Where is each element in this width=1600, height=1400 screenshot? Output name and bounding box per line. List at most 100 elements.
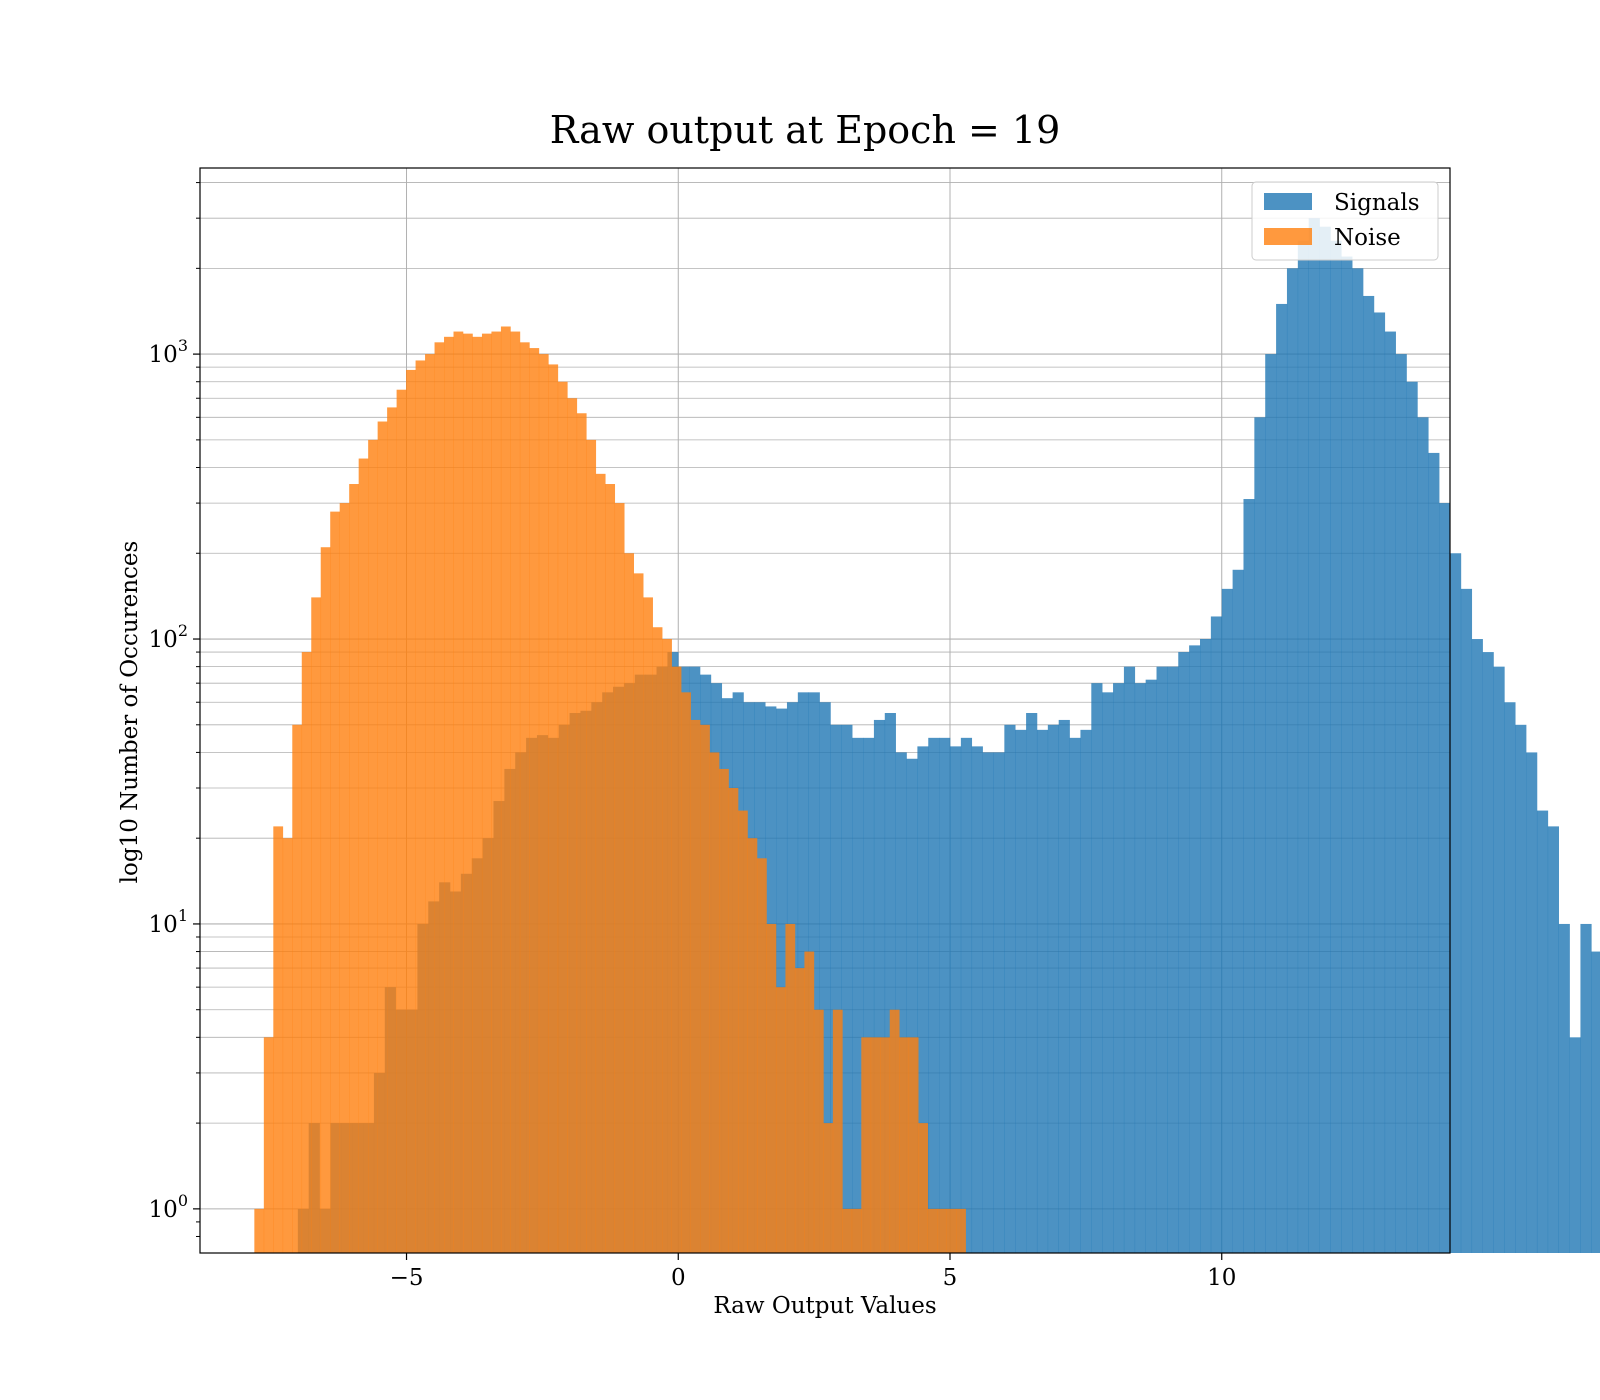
bar-signals [993,752,1005,1253]
bar-signals [960,737,973,1253]
bar-noise [643,597,653,1253]
bar-signals [1482,652,1494,1253]
bar-noise [320,547,331,1253]
bar-noise [861,1037,872,1253]
bar-signals [852,737,864,1253]
bar-noise [548,364,559,1253]
chart-title: Raw output at Epoch = 19 [550,108,1061,152]
bar-signals [928,737,940,1253]
bar-signals [1319,226,1331,1253]
legend-label-noise: Noise [1334,225,1401,251]
bar-noise [719,768,729,1253]
bar-signals [1504,702,1516,1253]
bar-noise [595,473,606,1253]
bar-noise [766,923,777,1253]
bar-noise [387,407,397,1254]
bar-noise [576,413,587,1253]
bar-signals [1406,381,1418,1253]
bar-noise [709,752,720,1253]
bar-signals [1243,499,1255,1253]
bar-signals [1156,666,1168,1253]
bar-noise [870,1037,881,1253]
bar-noise [529,348,540,1254]
bar-noise [444,336,454,1253]
bar-noise [738,810,748,1253]
bar-noise [481,333,492,1253]
bar-signals [1471,639,1483,1253]
bar-signals [1221,588,1233,1253]
bar-noise [823,1123,834,1253]
bar-signals [1113,683,1125,1253]
bar-noise [434,342,445,1253]
bar-signals [863,737,875,1253]
bar-noise [500,326,511,1253]
bar-noise [690,719,701,1253]
bar-noise [273,826,284,1253]
bar-signals [939,737,951,1253]
bar-noise [775,987,786,1253]
bar-signals [1004,724,1016,1253]
y-tick-label: 100 [149,1191,188,1223]
bar-signals [841,724,853,1253]
bar-signals [917,746,929,1253]
bar-noise [671,666,682,1253]
bar-signals [1286,268,1299,1253]
bar-signals [1036,729,1049,1253]
bar-noise [633,573,644,1253]
bar-noise [472,336,483,1253]
bar-signals [1102,692,1114,1253]
bar-signals [1200,639,1212,1253]
bar-signals [906,758,918,1253]
bar-noise [747,838,758,1253]
bar-noise [908,1037,919,1253]
x-tick-label: 10 [1207,1265,1236,1291]
legend-label-signals: Signals [1334,190,1420,216]
bar-noise [415,360,426,1254]
bar-noise [681,692,691,1253]
bar-signals [884,713,896,1253]
bar-signals [1254,417,1266,1253]
y-axis-label: log10 Number of Occurences [117,541,143,884]
bar-signals [982,752,994,1253]
bar-signals [1210,616,1223,1253]
bar-signals [1580,923,1592,1253]
bar-signals [1460,588,1473,1253]
bar-noise [700,724,710,1253]
bar-noise [804,951,815,1253]
bar-noise [880,1037,891,1253]
legend: Signals Noise [1251,181,1439,261]
bar-signals [971,746,983,1253]
bar-signals [950,746,962,1253]
bar-noise [624,553,634,1253]
bar-signals [1515,724,1527,1253]
bar-noise [813,1009,824,1253]
bar-signals [1536,810,1549,1253]
bar-signals [1428,452,1440,1253]
bar-signals [1134,683,1146,1253]
bar-signals [1178,652,1190,1253]
bar-noise [927,1208,938,1253]
bar-noise [358,458,369,1253]
bar-noise [368,439,378,1254]
bar-signals [1232,569,1244,1253]
bar-noise [453,331,464,1254]
bar-noise [832,1009,843,1253]
bar-signals [1015,729,1027,1253]
bar-noise [785,923,796,1253]
bar-signals [1297,240,1309,1254]
bar-noise [728,788,739,1253]
x-tick-label: −5 [390,1265,424,1291]
bar-noise [937,1208,947,1253]
bar-signals [1080,729,1092,1253]
bar-signals [1395,354,1407,1253]
legend-swatch-signals [1264,193,1312,210]
bar-noise [794,968,805,1253]
bar-signals [1091,683,1103,1253]
bar-signals [830,724,842,1253]
bar-signals [1526,752,1538,1253]
bar-signals [1026,713,1038,1253]
bar-noise [889,1009,900,1253]
bar-signals [1341,256,1353,1254]
bar-signals [895,752,907,1253]
bar-signals [1189,645,1201,1253]
